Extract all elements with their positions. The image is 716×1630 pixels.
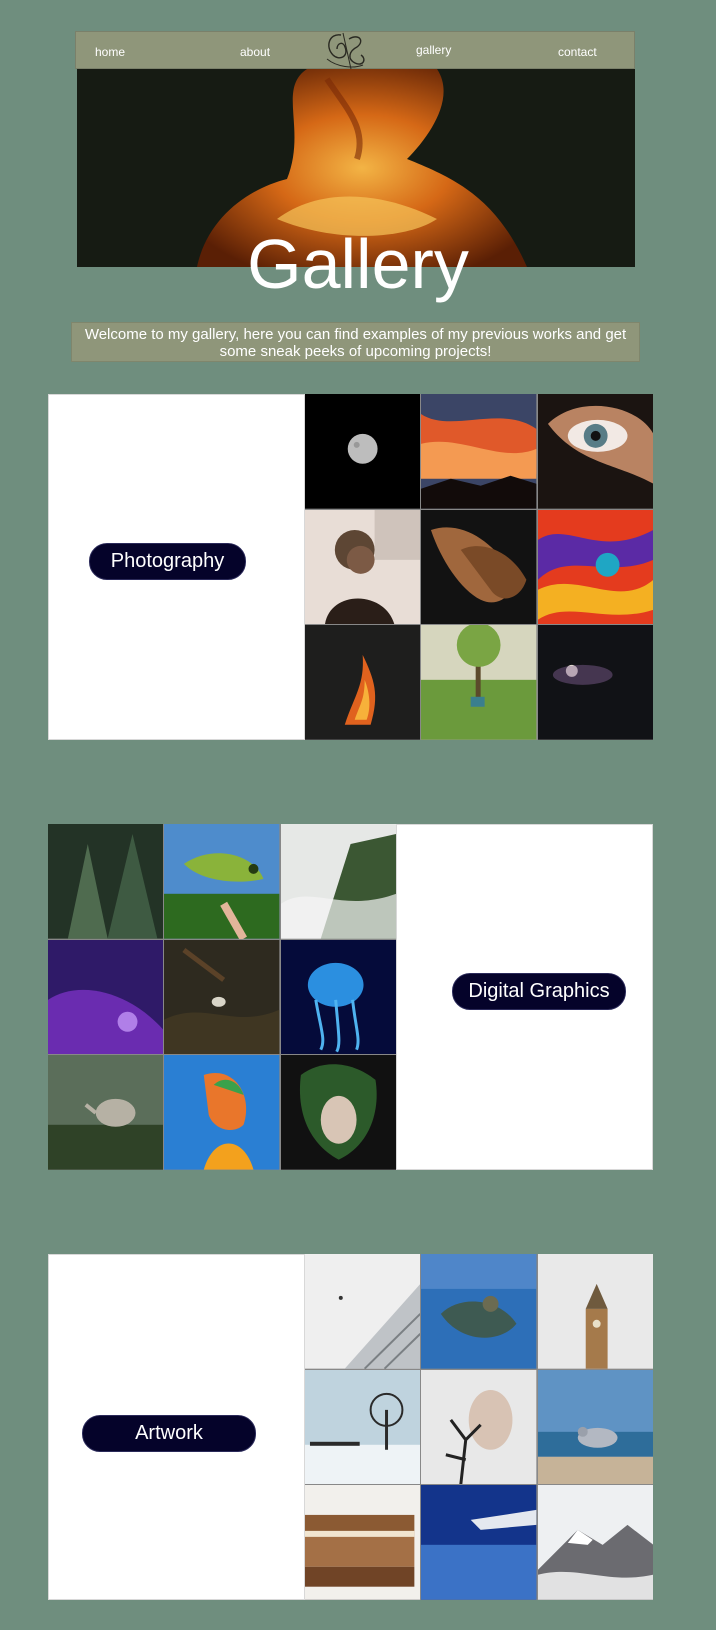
gallery-image[interactable] <box>537 509 653 625</box>
nav-link-gallery[interactable]: gallery <box>416 43 452 57</box>
gallery-image[interactable] <box>48 824 164 939</box>
gallery-image[interactable] <box>537 625 653 740</box>
gallery-image[interactable] <box>421 509 537 625</box>
photography-section: Photography <box>48 394 653 740</box>
gallery-image[interactable] <box>305 625 421 740</box>
gallery-image[interactable] <box>537 394 653 509</box>
digital-graphics-panel: Digital Graphics <box>396 824 653 1170</box>
gallery-image[interactable] <box>305 394 421 509</box>
hero-image <box>77 69 635 267</box>
logo-icon[interactable] <box>319 29 375 73</box>
nav-link-contact[interactable]: contact <box>558 45 597 59</box>
artwork-section: Artwork <box>48 1254 653 1600</box>
gallery-image[interactable] <box>421 1254 537 1369</box>
gallery-image[interactable] <box>537 1485 653 1600</box>
digital-graphics-button[interactable]: Digital Graphics <box>452 973 626 1010</box>
photography-button[interactable]: Photography <box>89 543 246 580</box>
artwork-grid <box>305 1254 653 1600</box>
gallery-image[interactable] <box>537 1369 653 1485</box>
gallery-image[interactable] <box>421 1369 537 1485</box>
page-title: Gallery <box>247 225 469 303</box>
photography-panel: Photography <box>48 394 305 740</box>
gallery-image[interactable] <box>48 1055 164 1170</box>
welcome-banner: Welcome to my gallery, here you can find… <box>71 322 640 362</box>
gallery-image[interactable] <box>280 1055 396 1170</box>
gallery-image[interactable] <box>421 625 537 740</box>
nav-link-home[interactable]: home <box>95 45 126 59</box>
gallery-image[interactable] <box>305 509 421 625</box>
gallery-image[interactable] <box>164 1055 280 1170</box>
photography-grid <box>305 394 653 740</box>
gallery-image[interactable] <box>421 394 537 509</box>
digital-graphics-grid <box>48 824 396 1170</box>
gallery-image[interactable] <box>537 1254 653 1369</box>
gallery-image[interactable] <box>164 939 280 1055</box>
gallery-image[interactable] <box>48 939 164 1055</box>
gallery-image[interactable] <box>305 1485 421 1600</box>
gallery-image[interactable] <box>164 824 280 939</box>
gallery-image[interactable] <box>305 1369 421 1485</box>
digital-graphics-section: Digital Graphics <box>48 824 653 1170</box>
top-nav: home about gallery contact <box>75 31 635 70</box>
gallery-image[interactable] <box>280 824 396 939</box>
gallery-image[interactable] <box>280 939 396 1055</box>
artwork-panel: Artwork <box>48 1254 305 1600</box>
gallery-image[interactable] <box>421 1485 537 1600</box>
nav-link-about[interactable]: about <box>240 45 271 59</box>
gallery-image[interactable] <box>305 1254 421 1369</box>
artwork-button[interactable]: Artwork <box>82 1415 256 1452</box>
